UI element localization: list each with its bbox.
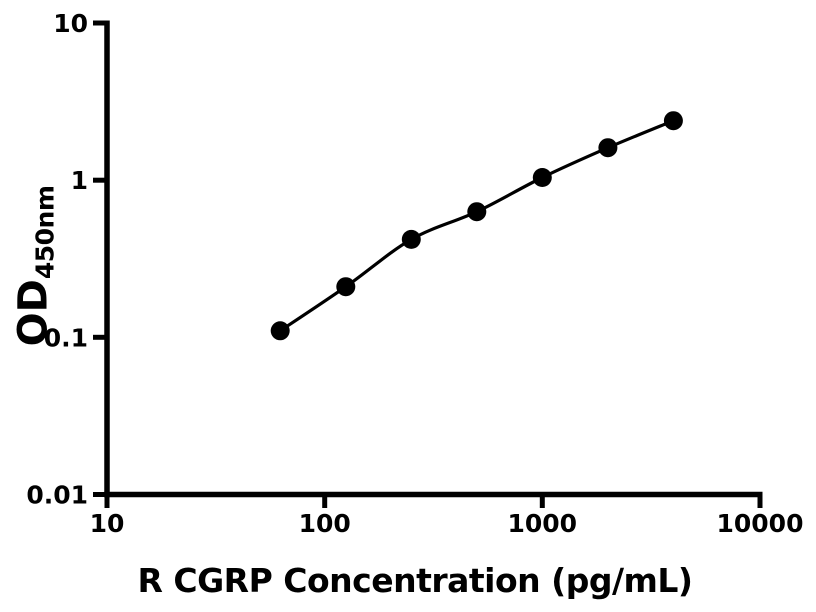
data-point xyxy=(401,229,421,249)
data-point xyxy=(663,111,683,131)
y-axis-title: OD450nm xyxy=(11,186,60,347)
y-axis-title-main: OD xyxy=(10,279,57,347)
x-tick-label: 10 xyxy=(90,509,125,538)
y-tick-label: 0.01 xyxy=(26,481,88,510)
y-axis-title-subscript: 450nm xyxy=(30,185,60,280)
data-point xyxy=(270,321,290,341)
data-point xyxy=(532,168,552,187)
data-point xyxy=(598,138,618,158)
x-tick-label: 10000 xyxy=(717,509,804,538)
x-tick-label: 1000 xyxy=(508,509,578,538)
x-axis-title: R CGRP Concentration (pg/mL) xyxy=(137,561,693,600)
y-tick-label: 0.1 xyxy=(44,323,88,352)
data-point xyxy=(467,202,487,222)
x-tick-label: 100 xyxy=(299,509,351,538)
y-tick-label: 10 xyxy=(53,9,88,38)
y-tick-label: 1 xyxy=(71,166,88,195)
data-point xyxy=(336,277,356,297)
